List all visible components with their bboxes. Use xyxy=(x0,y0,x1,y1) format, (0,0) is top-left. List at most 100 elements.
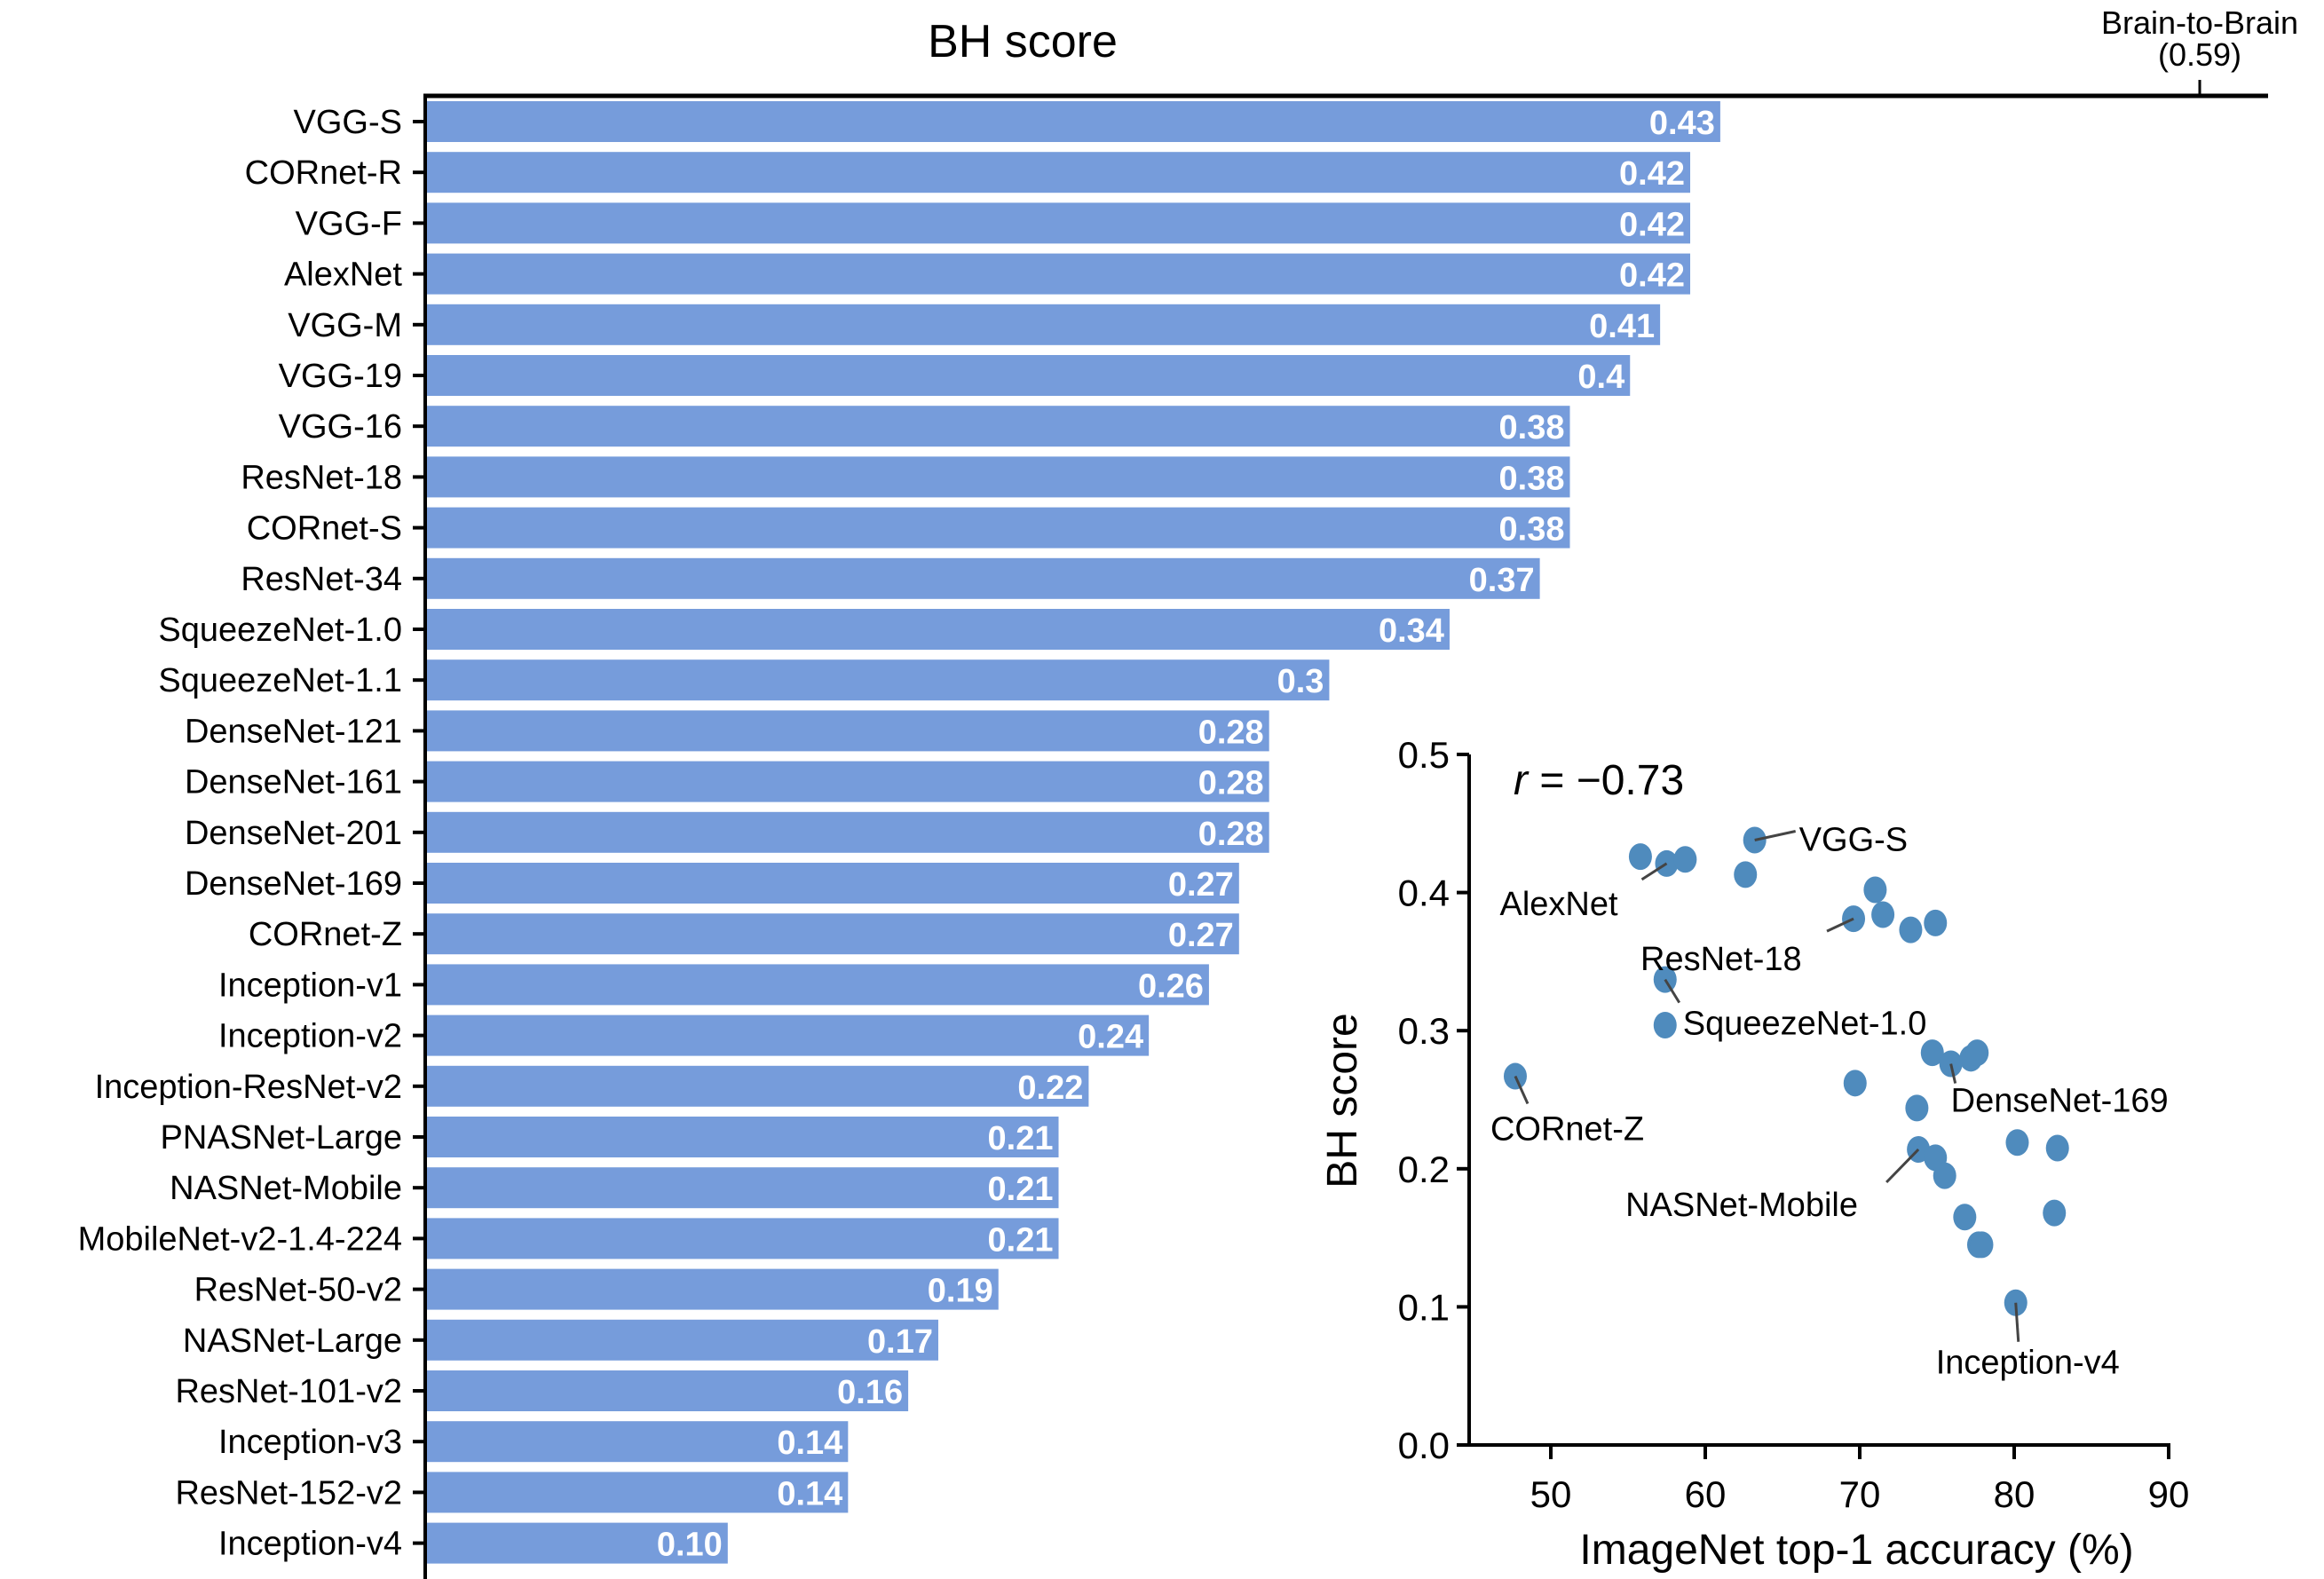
bar xyxy=(427,1472,849,1513)
scatter-point xyxy=(1933,1162,1956,1189)
bar xyxy=(427,1218,1059,1259)
scatter-point xyxy=(2005,1129,2029,1157)
bar xyxy=(427,1015,1150,1056)
point-leader-line xyxy=(1949,1063,1957,1084)
point-label: CORnet-Z xyxy=(1490,1111,1644,1149)
point-leader-line xyxy=(1664,978,1681,1004)
scatter-body: 0.0 0.1 0.2 0.3 0.4 0.5 50 60 70 80 90 AlexNet VGG-S… xyxy=(1398,734,2190,1515)
y-tick-label: ResNet-152-v2 xyxy=(175,1474,402,1512)
bar-value-label: 0.16 xyxy=(837,1374,903,1411)
bar xyxy=(427,1117,1059,1157)
y-tick-label: VGG-19 xyxy=(279,358,402,395)
bar xyxy=(427,863,1239,904)
scatter-y-tick-label: 0.1 xyxy=(1398,1286,1450,1328)
r-value: = −0.73 xyxy=(1528,757,1684,804)
scatter-point xyxy=(1899,916,1923,943)
bar-value-label: 0.10 xyxy=(657,1527,723,1564)
y-tick-label: VGG-16 xyxy=(279,408,402,446)
scatter-y-tick-label: 0.5 xyxy=(1398,734,1450,776)
bar-value-label: 0.4 xyxy=(1577,359,1624,396)
point-leader-line xyxy=(1514,1075,1530,1105)
bar-value-label: 0.43 xyxy=(1649,105,1715,142)
scatter-x-tick-label: 70 xyxy=(1839,1473,1881,1515)
bar-value-label: 0.14 xyxy=(777,1425,842,1462)
correlation-annotation: r = −0.73 xyxy=(1514,757,1684,804)
y-tick-label: CORnet-R xyxy=(245,154,402,192)
bar-chart-title: BH score xyxy=(928,16,1118,67)
scatter-x-tick-label: 80 xyxy=(1994,1473,2035,1515)
bar xyxy=(427,1522,728,1564)
y-tick-label: PNASNet-Large xyxy=(161,1119,402,1157)
bar-value-label: 0.21 xyxy=(988,1120,1054,1157)
y-tick-label: MobileNet-v2-1.4-224 xyxy=(78,1220,402,1258)
bar-value-label: 0.26 xyxy=(1138,967,1204,1005)
scatter-point xyxy=(1905,1094,1929,1122)
bar-value-label: 0.42 xyxy=(1619,206,1685,243)
y-tick-label: CORnet-S xyxy=(247,510,402,548)
point-leader-line xyxy=(1640,862,1668,881)
bar xyxy=(427,355,1631,396)
point-label: DenseNet-169 xyxy=(1951,1083,2169,1120)
y-tick-label: Inception-v4 xyxy=(218,1526,402,1563)
bar xyxy=(427,811,1269,853)
bar-value-label: 0.17 xyxy=(867,1323,933,1361)
bar-value-label: 0.24 xyxy=(1078,1019,1143,1056)
bar-value-label: 0.38 xyxy=(1499,409,1565,446)
point-leader-line xyxy=(1754,830,1796,841)
y-tick-label: NASNet-Large xyxy=(183,1322,402,1360)
y-tick-label: VGG-S xyxy=(294,104,402,141)
scatter-point xyxy=(2043,1199,2067,1227)
bar-value-label: 0.19 xyxy=(928,1273,993,1310)
bar xyxy=(427,202,1691,244)
bar xyxy=(427,1370,909,1411)
bar xyxy=(427,253,1691,295)
scatter-y-tick-label: 0.4 xyxy=(1398,872,1450,914)
scatter-point xyxy=(1965,1039,1989,1067)
bar xyxy=(427,101,1720,142)
bar xyxy=(427,406,1570,447)
bar xyxy=(427,507,1570,549)
y-tick-label: SqueezeNet-1.1 xyxy=(158,662,402,699)
bar-value-label: 0.42 xyxy=(1619,155,1685,193)
bar xyxy=(427,913,1239,955)
y-tick-label: DenseNet-169 xyxy=(185,865,402,903)
bar-value-label: 0.21 xyxy=(988,1171,1054,1208)
scatter-point xyxy=(1734,861,1758,888)
bar xyxy=(427,1319,938,1361)
bar xyxy=(427,1167,1059,1209)
scatter-point xyxy=(1843,1070,1867,1097)
bar-value-label: 0.42 xyxy=(1619,257,1685,295)
y-tick-label: ResNet-101-v2 xyxy=(175,1373,402,1410)
y-tick-label: ResNet-50-v2 xyxy=(194,1272,402,1309)
bar-value-label: 0.22 xyxy=(1017,1070,1083,1107)
bar-value-label: 0.38 xyxy=(1499,511,1565,549)
bar xyxy=(427,609,1450,650)
scatter-point xyxy=(1924,909,1948,936)
scatter-point xyxy=(1863,876,1887,904)
y-tick-label: VGG-M xyxy=(288,307,402,344)
r-symbol: r xyxy=(1514,757,1530,804)
scatter-x-axis-label: ImageNet top-1 accuracy (%) xyxy=(1579,1527,2133,1574)
scatter-y-tick-label: 0.2 xyxy=(1398,1149,1450,1190)
bar-value-label: 0.34 xyxy=(1379,612,1444,650)
point-leader-line xyxy=(1885,1148,1920,1184)
bar xyxy=(427,659,1330,701)
bar xyxy=(427,964,1209,1006)
bar-value-label: 0.38 xyxy=(1499,460,1565,497)
bar xyxy=(427,456,1570,498)
y-tick-label: DenseNet-121 xyxy=(185,713,402,750)
y-tick-label: Inception-v3 xyxy=(218,1424,402,1461)
y-tick-label: Inception-v1 xyxy=(218,967,402,1004)
point-label: AlexNet xyxy=(1500,886,1618,923)
y-tick-label: CORnet-Z xyxy=(249,916,402,953)
bar xyxy=(427,304,1661,345)
scatter-point xyxy=(1628,843,1652,871)
point-leader-line xyxy=(2014,1302,2020,1342)
scatter-x-tick-label: 60 xyxy=(1685,1473,1727,1515)
scatter-point xyxy=(1920,1039,1944,1067)
bar-chart: BH score Brain-to-Brain (0.59) VGG-S 0.43… xyxy=(78,4,2298,1579)
y-tick-label: AlexNet xyxy=(284,257,402,294)
bar xyxy=(427,557,1540,599)
scatter-point xyxy=(1970,1231,1994,1259)
